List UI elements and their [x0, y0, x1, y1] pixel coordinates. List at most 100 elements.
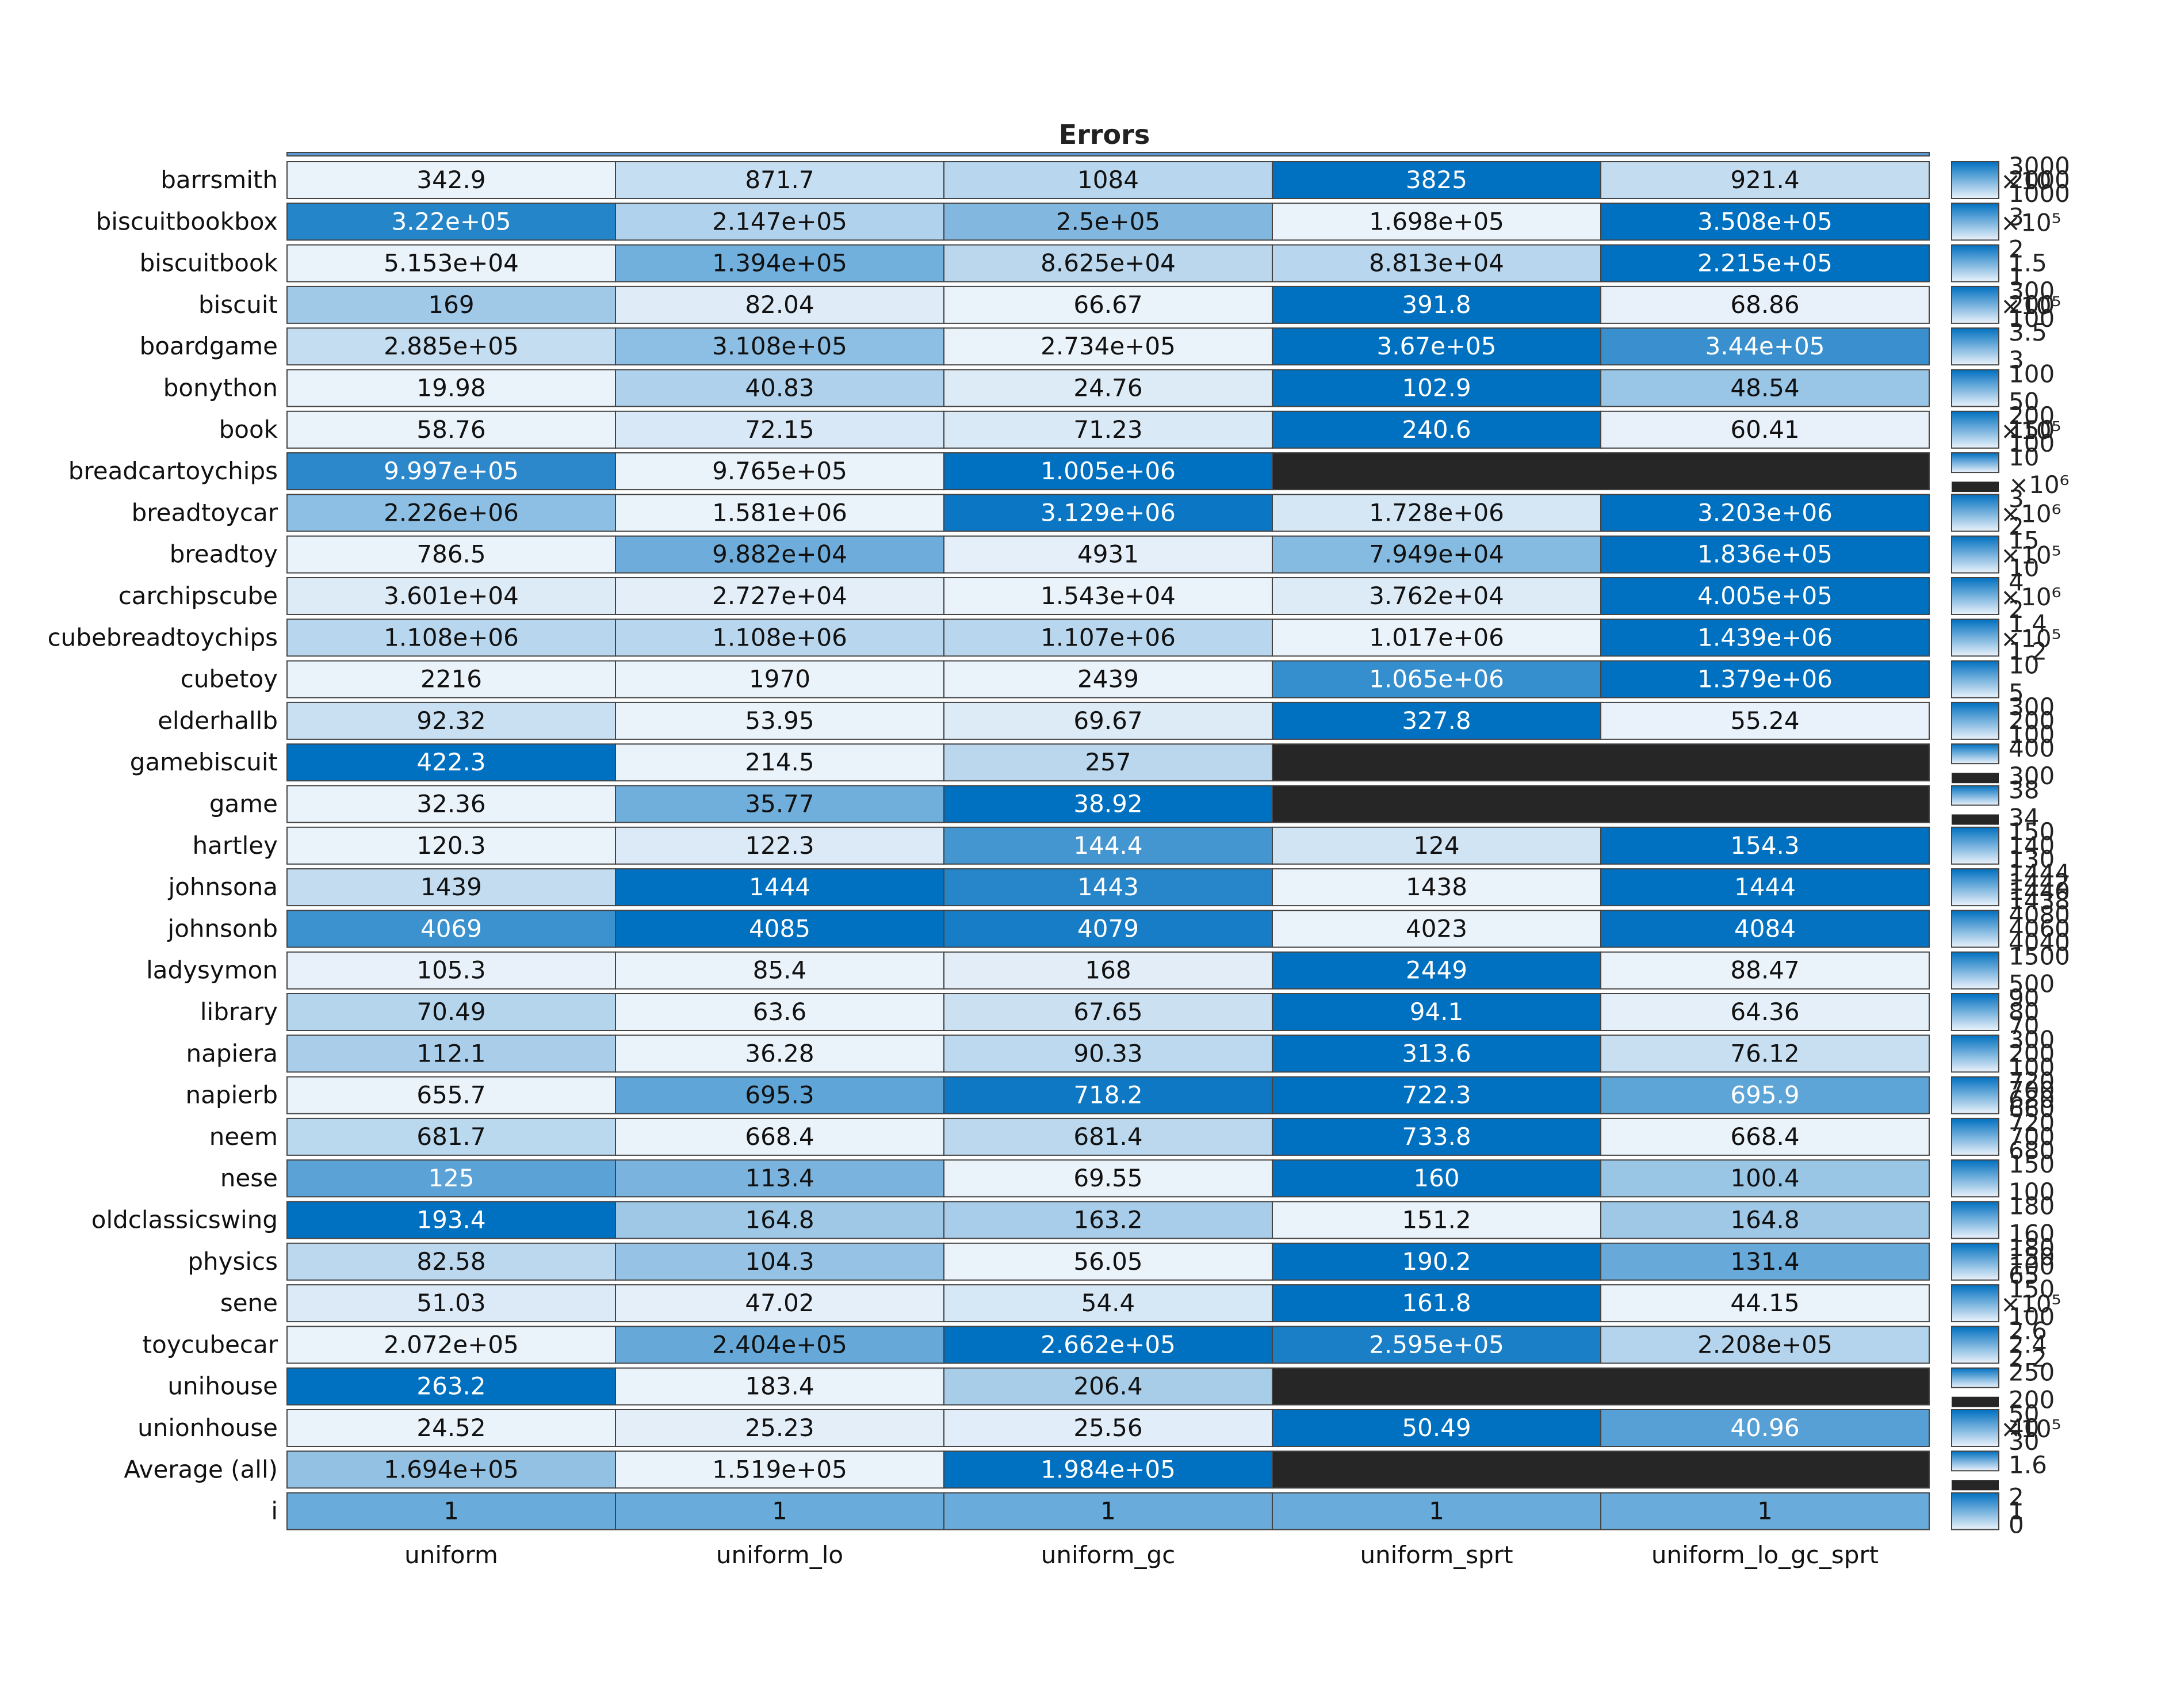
- colorbar-tick: ×10⁶: [2009, 471, 2069, 499]
- colorbar-tick: 50: [2009, 1400, 2039, 1428]
- cell-label: 2.215e+05: [1697, 249, 1833, 277]
- cell-label: 51.03: [416, 1289, 485, 1317]
- heatmap-cell: [943, 993, 1273, 1031]
- colorbar: [1951, 1159, 1999, 1198]
- heatmap-cell: [615, 1242, 944, 1281]
- colorbar-tick: 180: [2009, 1192, 2055, 1220]
- cell-label: 104.3: [745, 1247, 814, 1276]
- heatmap-cell: [943, 1076, 1273, 1114]
- colorbar: [1951, 327, 1999, 366]
- heatmap-cell: [1600, 868, 1930, 907]
- colorbar: [1951, 993, 1999, 1031]
- cell-label: 9.997e+05: [384, 457, 519, 485]
- cell-label: 120.3: [416, 831, 485, 860]
- heatmap-cell: [1272, 1242, 1601, 1281]
- cell-label: 40.83: [745, 374, 814, 402]
- colorbar-tick: 4: [2009, 568, 2024, 596]
- heatmap-cell: [615, 203, 944, 241]
- chart-title: Errors: [1059, 119, 1150, 150]
- cell-label: 1.065e+06: [1369, 665, 1504, 693]
- colorbar-tick: 1.5: [2009, 249, 2047, 277]
- colorbar-tick: 30: [2009, 1427, 2039, 1456]
- cell-label: 193.4: [416, 1206, 485, 1234]
- cell-label: 56.05: [1073, 1247, 1142, 1276]
- colorbar-exponent: ×10⁵: [2001, 208, 2061, 236]
- cell-label: 1.694e+05: [384, 1455, 519, 1483]
- colorbar-tick: 100: [2009, 1053, 2055, 1081]
- row-label: boardgame: [140, 332, 278, 360]
- colorbar-exponent: ×10⁵: [2001, 541, 2061, 570]
- colorbar: [1951, 618, 1999, 657]
- heatmap-cell: [943, 1242, 1273, 1281]
- cell-label: 391.8: [1402, 291, 1471, 319]
- colorbar-tick: 1000: [2009, 180, 2070, 208]
- cell-label: 3.203e+06: [1697, 498, 1833, 526]
- column-label: uniform_gc: [1041, 1541, 1176, 1569]
- cell-label: 70.49: [416, 998, 485, 1026]
- cell-label: 4085: [749, 914, 810, 942]
- heatmap-cell: [286, 410, 616, 449]
- colorbar-tick: 150: [2009, 1243, 2055, 1271]
- heatmap-cell: [615, 285, 944, 324]
- colorbar-tick: 1442: [2009, 868, 2070, 896]
- cell-label: 36.28: [745, 1039, 814, 1067]
- heatmap-cell: [1272, 1492, 1601, 1530]
- heatmap-cell: [1600, 285, 1930, 324]
- heatmap-cell: [1272, 1034, 1601, 1073]
- heatmap-cell: [1600, 369, 1930, 407]
- row-label: nese: [220, 1164, 278, 1192]
- cell-label: 655.7: [416, 1081, 485, 1109]
- row-label: breadtoycar: [132, 498, 278, 526]
- missing-cell: [1272, 1367, 1930, 1406]
- colorbar-tick: 10: [2009, 651, 2039, 679]
- row-label: physics: [188, 1247, 278, 1276]
- colorbar: [1951, 1117, 1999, 1156]
- row-label: neem: [209, 1123, 278, 1151]
- cell-label: 164.8: [745, 1206, 814, 1234]
- heatmap-cell: [943, 577, 1273, 615]
- cell-label: 2.662e+05: [1041, 1330, 1176, 1358]
- cell-label: 72.15: [745, 415, 814, 444]
- heatmap-cell: [615, 535, 944, 574]
- cell-label: 342.9: [416, 166, 485, 194]
- heatmap-cell: [286, 1284, 616, 1323]
- heatmap-cell: [615, 577, 944, 615]
- cell-label: 1.379e+06: [1697, 665, 1833, 693]
- cell-label: 3.108e+05: [712, 332, 847, 360]
- colorbar: [1951, 577, 1999, 615]
- heatmap-cell: [1600, 701, 1930, 740]
- cell-label: 85.4: [753, 956, 807, 984]
- cell-label: 35.77: [745, 790, 814, 818]
- row-label: barrsmith: [160, 166, 278, 194]
- heatmap-cell: [286, 785, 616, 823]
- heatmap-cell: [1272, 369, 1601, 407]
- heatmap-cell: [1600, 1076, 1930, 1114]
- colorbar-tick: 1: [2009, 263, 2024, 291]
- heatmap-cell: [1600, 203, 1930, 241]
- heatmap-cell: [943, 452, 1273, 491]
- cell-label: 82.04: [745, 291, 814, 319]
- cell-label: 1084: [1077, 166, 1139, 194]
- heatmap-cell: [615, 826, 944, 865]
- heatmap-cell: [943, 1492, 1273, 1530]
- colorbar: [1951, 951, 1999, 990]
- cell-label: 69.67: [1073, 707, 1142, 735]
- column-labels: uniform uniform_lo uniform_gc uniform_sprt u…: [404, 1541, 1879, 1569]
- colorbar-tick: 15: [2009, 526, 2039, 555]
- cell-label: 786.5: [416, 540, 485, 568]
- heatmap-cell: [943, 868, 1273, 907]
- heatmap-cell: [286, 618, 616, 657]
- cell-label: 1.107e+06: [1041, 623, 1176, 651]
- row-label: game: [209, 790, 278, 818]
- cell-label: 68.86: [1730, 291, 1799, 319]
- colorbar-tick: 3: [2009, 484, 2024, 513]
- cell-label: 4931: [1077, 540, 1139, 568]
- heatmap-cell: [286, 910, 616, 948]
- colorbar-exponent: ×10⁶: [2001, 583, 2061, 611]
- row-label: carchipscube: [118, 582, 278, 610]
- column-label: uniform: [404, 1541, 498, 1569]
- heatmap-cell: [1272, 1201, 1601, 1239]
- cell-label: 1.698e+05: [1369, 207, 1504, 235]
- cell-label: 921.4: [1730, 166, 1799, 194]
- row-label: i: [271, 1497, 278, 1525]
